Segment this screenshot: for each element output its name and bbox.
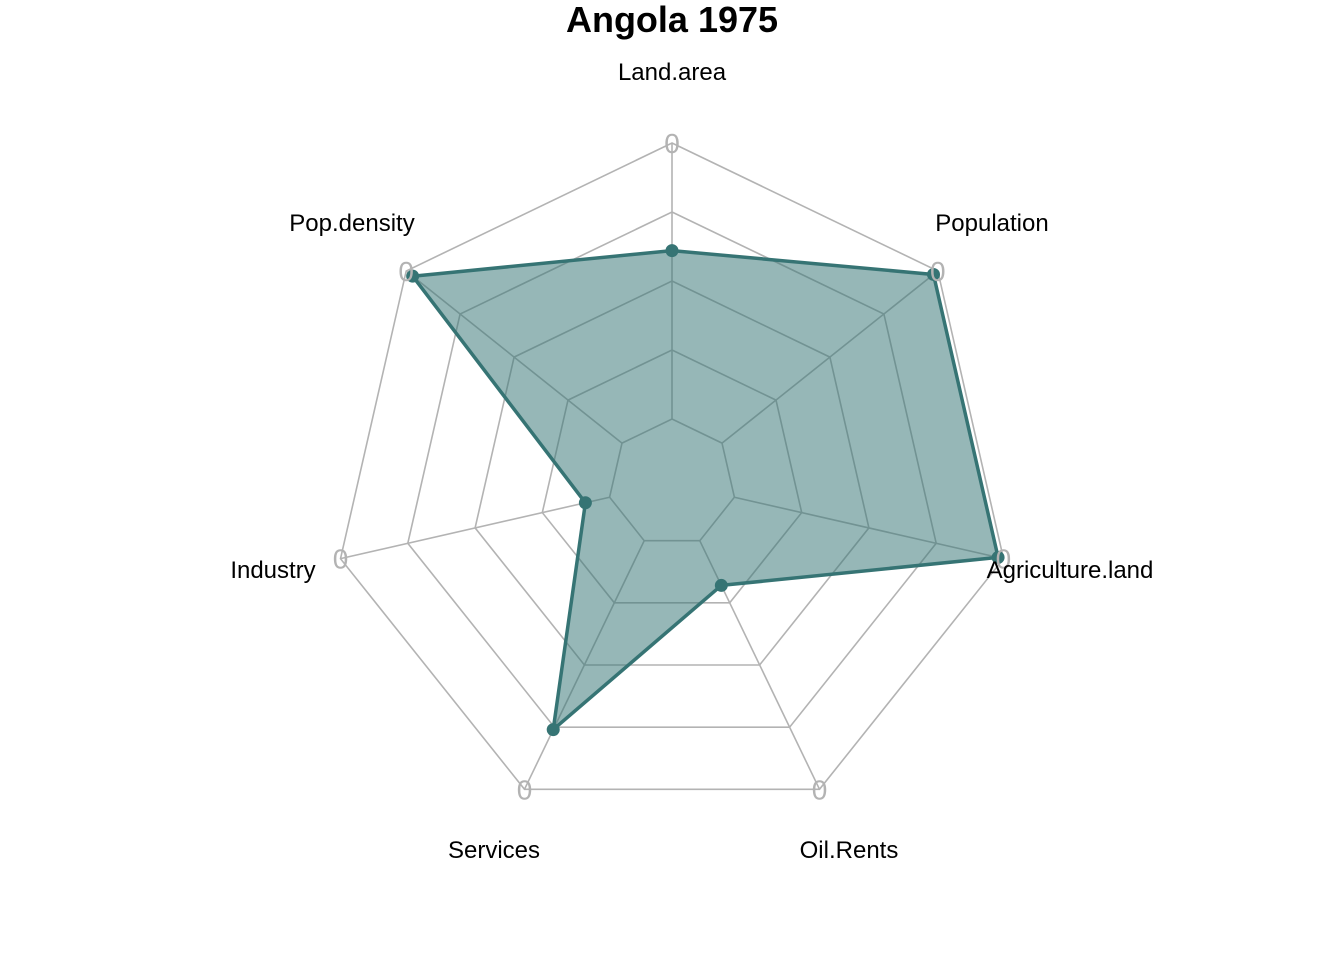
axis-label-land-area: Land.area bbox=[618, 59, 727, 86]
spoke-industry bbox=[340, 496, 610, 560]
grid-ring-5 bbox=[339, 142, 1005, 791]
axis-label-industry: Industry bbox=[230, 557, 315, 584]
axis-label-services: Services bbox=[448, 837, 540, 864]
ring-value-label: 0 bbox=[812, 774, 828, 805]
data-point-pop-density bbox=[406, 269, 420, 283]
ring-value-label: 0 bbox=[517, 774, 533, 805]
axis-label-agriculture-land: Agriculture.land bbox=[987, 557, 1154, 584]
ring-value-label: 0 bbox=[664, 128, 680, 159]
axis-label-oil-rents: Oil.Rents bbox=[800, 837, 899, 864]
ring-value-label: 0 bbox=[333, 544, 349, 575]
data-point-industry bbox=[578, 496, 592, 510]
ring-value-label: 0 bbox=[930, 256, 946, 287]
series-area bbox=[410, 248, 1000, 732]
axis-label-population: Population bbox=[935, 210, 1048, 237]
data-point-population bbox=[927, 267, 941, 281]
data-point-agriculture-land bbox=[991, 550, 1005, 564]
ring-value-label: 0 bbox=[996, 544, 1012, 575]
data-point-land-area bbox=[665, 244, 679, 258]
ring-value-label: 0 bbox=[398, 256, 414, 287]
chart-title: Angola 1975 bbox=[565, 0, 779, 40]
data-point-oil-rents bbox=[714, 578, 728, 592]
data-point-services bbox=[546, 723, 560, 737]
axis-label-pop-density: Pop.density bbox=[289, 210, 414, 237]
